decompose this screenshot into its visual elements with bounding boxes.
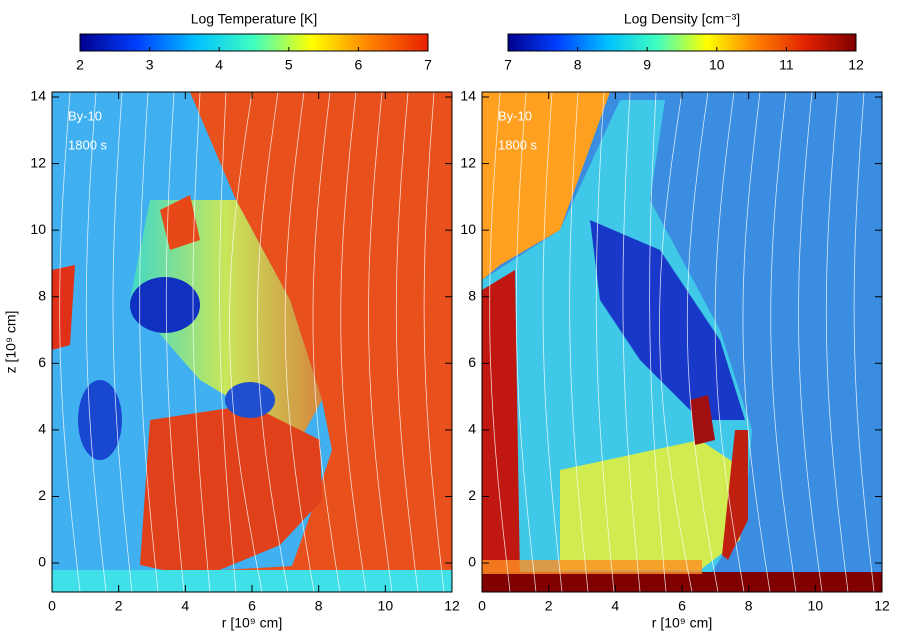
x-tick-label: 2 xyxy=(545,598,553,614)
x-tick-label: 12 xyxy=(874,598,890,614)
field-line xyxy=(340,91,367,593)
y-tick-label: 0 xyxy=(38,554,46,570)
field-line xyxy=(659,91,693,593)
colorbar-tick-label: 7 xyxy=(424,57,432,73)
field-line xyxy=(853,91,875,593)
field-line xyxy=(423,91,445,593)
field-line xyxy=(192,91,211,593)
x-tick-label: 12 xyxy=(444,598,460,614)
y-tick-label: 12 xyxy=(30,154,46,170)
x-tick-label: 6 xyxy=(248,598,256,614)
field-line xyxy=(165,91,185,593)
colorbar-tick-label: 6 xyxy=(355,57,363,73)
y-tick-label: 4 xyxy=(468,421,476,437)
annotation: By-10 xyxy=(68,108,102,123)
annotation: 1800 s xyxy=(68,137,108,152)
x-tick-label: 0 xyxy=(478,598,486,614)
field-line xyxy=(489,91,511,593)
temperature-map xyxy=(52,92,452,592)
colorbar-tick-label: 2 xyxy=(76,57,84,73)
y-tick-label: 4 xyxy=(38,421,46,437)
field-line xyxy=(395,91,419,593)
y-tick-label: 14 xyxy=(460,88,476,104)
y-axis-label: z [10⁹ cm] xyxy=(3,311,19,374)
field-line xyxy=(515,91,537,593)
x-axis-label: r [10⁹ cm] xyxy=(222,615,282,631)
field-line xyxy=(770,91,797,593)
x-tick-label: 8 xyxy=(315,598,323,614)
field-line xyxy=(569,91,589,593)
field-line xyxy=(59,91,81,593)
annotation: 1800 s xyxy=(498,137,538,152)
y-tick-label: 6 xyxy=(38,354,46,370)
field-line xyxy=(284,91,315,593)
y-tick-label: 8 xyxy=(468,287,476,303)
field-line xyxy=(825,91,849,593)
field-line xyxy=(742,91,771,593)
colorbar-title: Log Density [cm⁻³] xyxy=(624,11,740,27)
colorbar xyxy=(507,33,857,52)
x-tick-label: 4 xyxy=(611,598,619,614)
y-tick-label: 0 xyxy=(468,554,476,570)
annotation: By-10 xyxy=(498,108,532,123)
colorbar-tick-label: 8 xyxy=(574,57,582,73)
field-line xyxy=(542,91,563,593)
field-line xyxy=(139,91,159,593)
y-tick-label: 10 xyxy=(460,221,476,237)
colorbar xyxy=(79,33,429,52)
colorbar-tick-label: 10 xyxy=(709,57,725,73)
field-line xyxy=(686,91,719,593)
field-line xyxy=(229,91,263,593)
field-line xyxy=(622,91,641,593)
y-tick-label: 12 xyxy=(460,154,476,170)
field-line xyxy=(649,91,667,593)
y-tick-label: 10 xyxy=(30,221,46,237)
field-line xyxy=(312,91,341,593)
density-map xyxy=(482,92,882,592)
y-tick-label: 2 xyxy=(468,487,476,503)
y-tick-label: 2 xyxy=(38,487,46,503)
x-tick-label: 2 xyxy=(115,598,123,614)
x-tick-label: 10 xyxy=(378,598,394,614)
field-line xyxy=(112,91,133,593)
y-tick-label: 8 xyxy=(38,287,46,303)
colorbar-title: Log Temperature [K] xyxy=(191,11,318,27)
field-line xyxy=(256,91,289,593)
y-tick-label: 14 xyxy=(30,88,46,104)
x-axis-label: r [10⁹ cm] xyxy=(652,615,712,631)
field-line xyxy=(714,91,745,593)
field-line xyxy=(595,91,615,593)
x-tick-label: 6 xyxy=(678,598,686,614)
x-tick-label: 0 xyxy=(48,598,56,614)
colorbar-tick-label: 9 xyxy=(643,57,651,73)
colorbar-tick-label: 3 xyxy=(146,57,154,73)
field-line xyxy=(368,91,393,593)
field-line xyxy=(219,91,237,593)
x-tick-label: 8 xyxy=(745,598,753,614)
colorbar-tick-label: 12 xyxy=(848,57,864,73)
field-line xyxy=(85,91,107,593)
colorbar-tick-label: 7 xyxy=(504,57,512,73)
y-tick-label: 6 xyxy=(468,354,476,370)
colorbar-tick-label: 5 xyxy=(285,57,293,73)
field-line xyxy=(798,91,823,593)
colorbar-tick-label: 4 xyxy=(215,57,223,73)
x-tick-label: 10 xyxy=(808,598,824,614)
colorbar-tick-label: 11 xyxy=(779,57,794,73)
x-tick-label: 4 xyxy=(181,598,189,614)
